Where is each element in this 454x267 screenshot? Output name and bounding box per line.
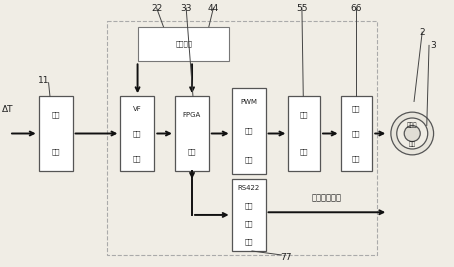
Bar xyxy=(120,96,154,171)
Text: 加振片: 加振片 xyxy=(407,123,418,128)
Text: 控制电路: 控制电路 xyxy=(175,41,192,47)
Text: 2: 2 xyxy=(419,28,425,37)
Ellipse shape xyxy=(397,118,428,149)
Text: 串口: 串口 xyxy=(244,203,253,209)
Text: VF: VF xyxy=(133,105,142,112)
Text: 电桥: 电桥 xyxy=(51,112,60,118)
Text: 电路: 电路 xyxy=(133,155,142,162)
Text: RS422: RS422 xyxy=(237,185,260,191)
Text: 3: 3 xyxy=(431,41,436,50)
Text: 22: 22 xyxy=(151,3,162,13)
Text: 波形: 波形 xyxy=(244,128,253,134)
Text: 放大: 放大 xyxy=(352,130,360,137)
Bar xyxy=(232,179,266,251)
Text: 石英: 石英 xyxy=(409,142,416,147)
Bar xyxy=(107,21,377,255)
Text: 44: 44 xyxy=(208,3,219,13)
Ellipse shape xyxy=(404,125,420,142)
Text: 电路: 电路 xyxy=(188,149,196,155)
Text: PWM: PWM xyxy=(240,99,257,105)
Text: 通信: 通信 xyxy=(244,221,253,227)
Text: 77: 77 xyxy=(280,253,292,262)
Text: 33: 33 xyxy=(180,3,192,13)
Bar xyxy=(138,27,229,61)
Text: 11: 11 xyxy=(38,76,50,85)
Bar xyxy=(340,96,372,171)
Ellipse shape xyxy=(391,112,434,155)
Bar xyxy=(288,96,320,171)
Text: 66: 66 xyxy=(350,3,362,13)
Text: 输出: 输出 xyxy=(244,156,253,163)
Text: 电路: 电路 xyxy=(352,155,360,162)
Bar xyxy=(175,96,209,171)
Text: ΔT: ΔT xyxy=(2,105,14,114)
Bar xyxy=(39,96,73,171)
Text: 放大: 放大 xyxy=(300,112,308,118)
Text: 55: 55 xyxy=(296,3,308,13)
Text: FPGA: FPGA xyxy=(183,112,201,118)
Text: 电路: 电路 xyxy=(244,239,253,245)
Text: 上级计算机板: 上级计算机板 xyxy=(312,193,342,202)
Text: 电路: 电路 xyxy=(300,149,308,155)
Text: 功率: 功率 xyxy=(352,105,360,112)
Text: 转换: 转换 xyxy=(133,130,142,137)
Text: 电路: 电路 xyxy=(51,149,60,155)
Bar xyxy=(232,88,266,174)
